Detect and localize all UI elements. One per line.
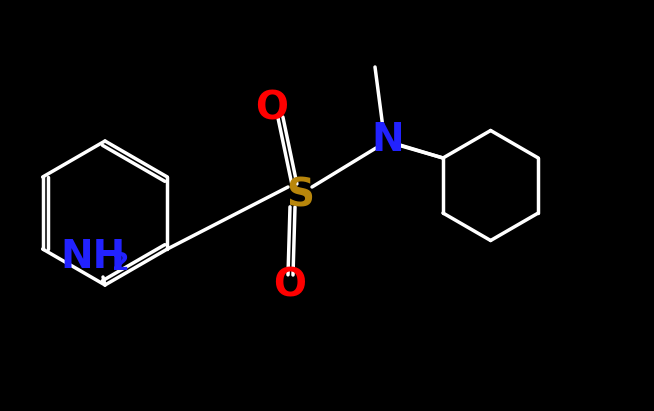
Text: 2: 2 [112, 251, 129, 275]
Text: S: S [286, 176, 314, 214]
Text: O: O [273, 266, 307, 304]
Text: O: O [256, 89, 288, 127]
Text: NH: NH [60, 238, 126, 276]
Text: N: N [371, 121, 404, 159]
